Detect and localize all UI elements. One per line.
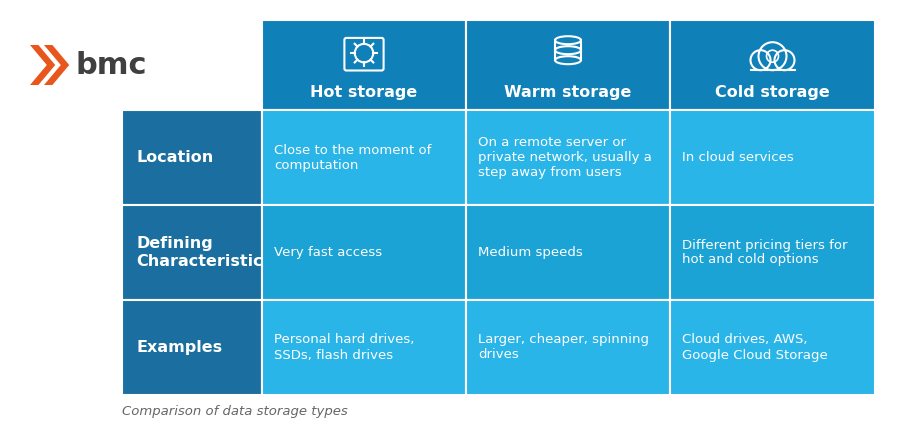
FancyBboxPatch shape [262,300,466,395]
Polygon shape [30,45,55,85]
Text: Comparison of data storage types: Comparison of data storage types [122,405,347,418]
FancyBboxPatch shape [670,205,875,300]
FancyBboxPatch shape [670,20,875,110]
FancyBboxPatch shape [262,20,466,110]
FancyBboxPatch shape [670,300,875,395]
FancyBboxPatch shape [466,20,670,110]
FancyBboxPatch shape [262,110,466,205]
FancyBboxPatch shape [262,205,466,300]
Text: Different pricing tiers for
hot and cold options: Different pricing tiers for hot and cold… [682,239,848,267]
Text: Warm storage: Warm storage [504,84,632,99]
Text: On a remote server or
private network, usually a
step away from users: On a remote server or private network, u… [478,136,652,179]
FancyBboxPatch shape [466,205,670,300]
Text: Cloud drives, AWS,
Google Cloud Storage: Cloud drives, AWS, Google Cloud Storage [682,334,828,362]
Text: bmc: bmc [76,50,148,79]
FancyBboxPatch shape [122,110,262,205]
FancyBboxPatch shape [122,205,262,300]
Polygon shape [44,45,69,85]
FancyBboxPatch shape [122,20,262,110]
Text: Examples: Examples [136,340,222,355]
FancyBboxPatch shape [466,300,670,395]
Text: Very fast access: Very fast access [274,246,382,259]
Text: Close to the moment of
computation: Close to the moment of computation [274,144,431,172]
FancyBboxPatch shape [122,300,262,395]
Text: Location: Location [136,150,213,165]
Text: In cloud services: In cloud services [682,151,794,164]
Text: Defining
Characteristic: Defining Characteristic [136,236,263,268]
FancyBboxPatch shape [466,110,670,205]
Text: Medium speeds: Medium speeds [478,246,583,259]
Text: Larger, cheaper, spinning
drives: Larger, cheaper, spinning drives [478,334,649,362]
Text: Hot storage: Hot storage [310,84,418,99]
Text: Personal hard drives,
SSDs, flash drives: Personal hard drives, SSDs, flash drives [274,334,414,362]
Text: Cold storage: Cold storage [716,84,830,99]
FancyBboxPatch shape [670,110,875,205]
